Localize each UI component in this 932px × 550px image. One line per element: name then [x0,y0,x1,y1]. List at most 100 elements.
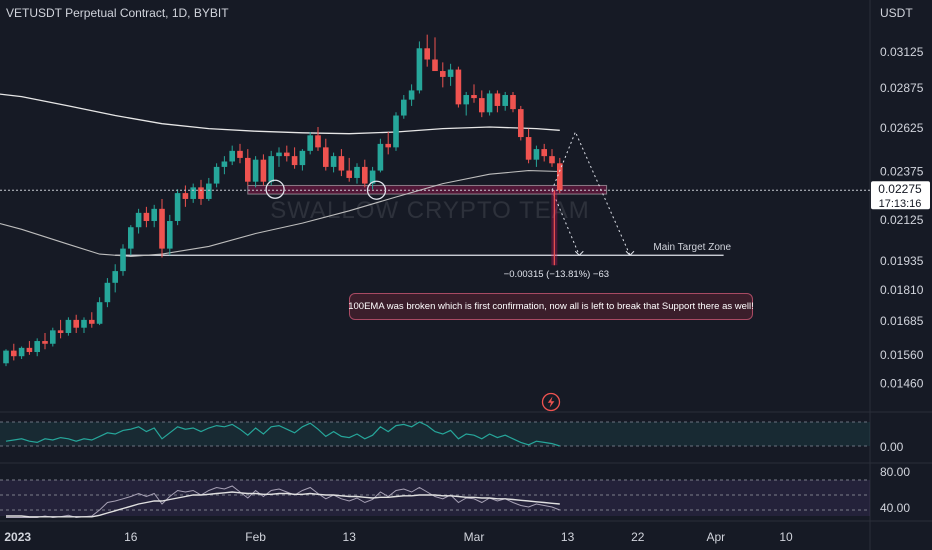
indicator2-scale-label-80: 80.00 [880,465,910,479]
price-scale[interactable]: 0.03125 0.02875 0.02625 0.02375 0.02125 0.019… [880,45,924,391]
candle-body [206,183,212,199]
candle [486,90,493,116]
candle-body [65,319,72,333]
candle-body [541,149,547,157]
candle-body [518,109,524,138]
candle-body [291,156,298,166]
candle [479,90,485,118]
lightning-icon[interactable] [541,392,561,412]
indicator1-series [5,421,560,447]
candle-body [135,212,142,228]
candle [182,185,189,207]
time-axis-label: 13 [561,530,575,544]
candle [307,131,313,155]
candle [50,327,56,347]
candle-body [198,187,204,199]
candle-body [143,212,150,222]
candle [416,41,423,94]
candle [377,138,384,173]
support-touch-circle [265,179,285,199]
indicator2-band [0,480,870,516]
candle-body [455,69,462,105]
annotation-note[interactable]: 100EMA was broken which is first confirm… [348,293,754,320]
candle-body [416,48,423,91]
candle [143,206,150,228]
time-axis-label: 13 [343,530,357,544]
candle-body [323,147,329,167]
candle-body [362,166,368,184]
candle [104,278,111,308]
candle [229,145,235,166]
projection-group [551,130,635,256]
candle [299,149,306,171]
candle [213,163,220,188]
ema-lines [0,93,560,257]
candle-body [502,95,508,106]
candle [167,214,173,256]
candle-body [315,135,321,148]
candle [3,349,9,367]
candle [151,204,157,228]
candle [502,91,508,111]
candle-body [346,170,352,178]
candle [385,131,391,155]
candle-body [182,193,189,199]
candle [346,157,352,182]
candle [408,84,415,106]
projection-arrowhead [625,250,635,256]
watermark: SWALLOW CRYPTO TEAM [270,197,590,224]
ema200-line [0,170,560,257]
candle-body [57,330,64,333]
candle-body [213,166,220,184]
candle-body [167,221,173,249]
candle [276,147,282,167]
candle [174,189,181,226]
candle-body [159,208,165,249]
candle [393,112,399,151]
candle-body [338,156,345,171]
candle [198,179,204,205]
candle-body [229,150,235,162]
candle [401,95,407,119]
candle-body [11,350,17,357]
candle-body [510,95,516,110]
candle [11,343,17,361]
candle-body [34,341,40,353]
current-price-box [871,181,930,210]
candle-body [73,319,79,328]
candle-body [354,166,360,178]
candle [245,149,251,186]
candle [424,34,430,67]
candle-body [50,330,56,344]
candle-body [190,187,196,199]
candle-body [401,99,407,116]
candle [260,154,267,186]
candle [221,156,228,175]
indicator2-fast-line [6,485,560,519]
price-scale-label: 0.01685 [880,314,924,328]
candle-body [18,347,25,357]
candle [89,312,95,328]
candle [432,37,438,72]
candle [323,138,329,171]
candle-body [174,193,181,222]
indicator2-slow-line [6,491,560,518]
candle [120,244,126,276]
candle-body [42,341,48,344]
candle [206,177,212,201]
candle-body [440,71,446,77]
time-axis-label: 10 [779,530,793,544]
candle-body [479,98,485,113]
price-scale-label: 0.01810 [880,283,924,297]
time-axis[interactable]: 2023 16 Feb 13 Mar 13 22 Apr 10 [4,530,793,544]
candle [237,143,243,164]
candle [81,317,87,333]
time-axis-label: 2023 [4,530,31,544]
candle-body [104,282,111,303]
price-scale-label: 0.02625 [880,121,924,135]
price-scale-label: 0.01935 [880,254,924,268]
candle-body [432,59,438,72]
ema100-line [0,93,560,135]
candle-body [408,90,415,100]
